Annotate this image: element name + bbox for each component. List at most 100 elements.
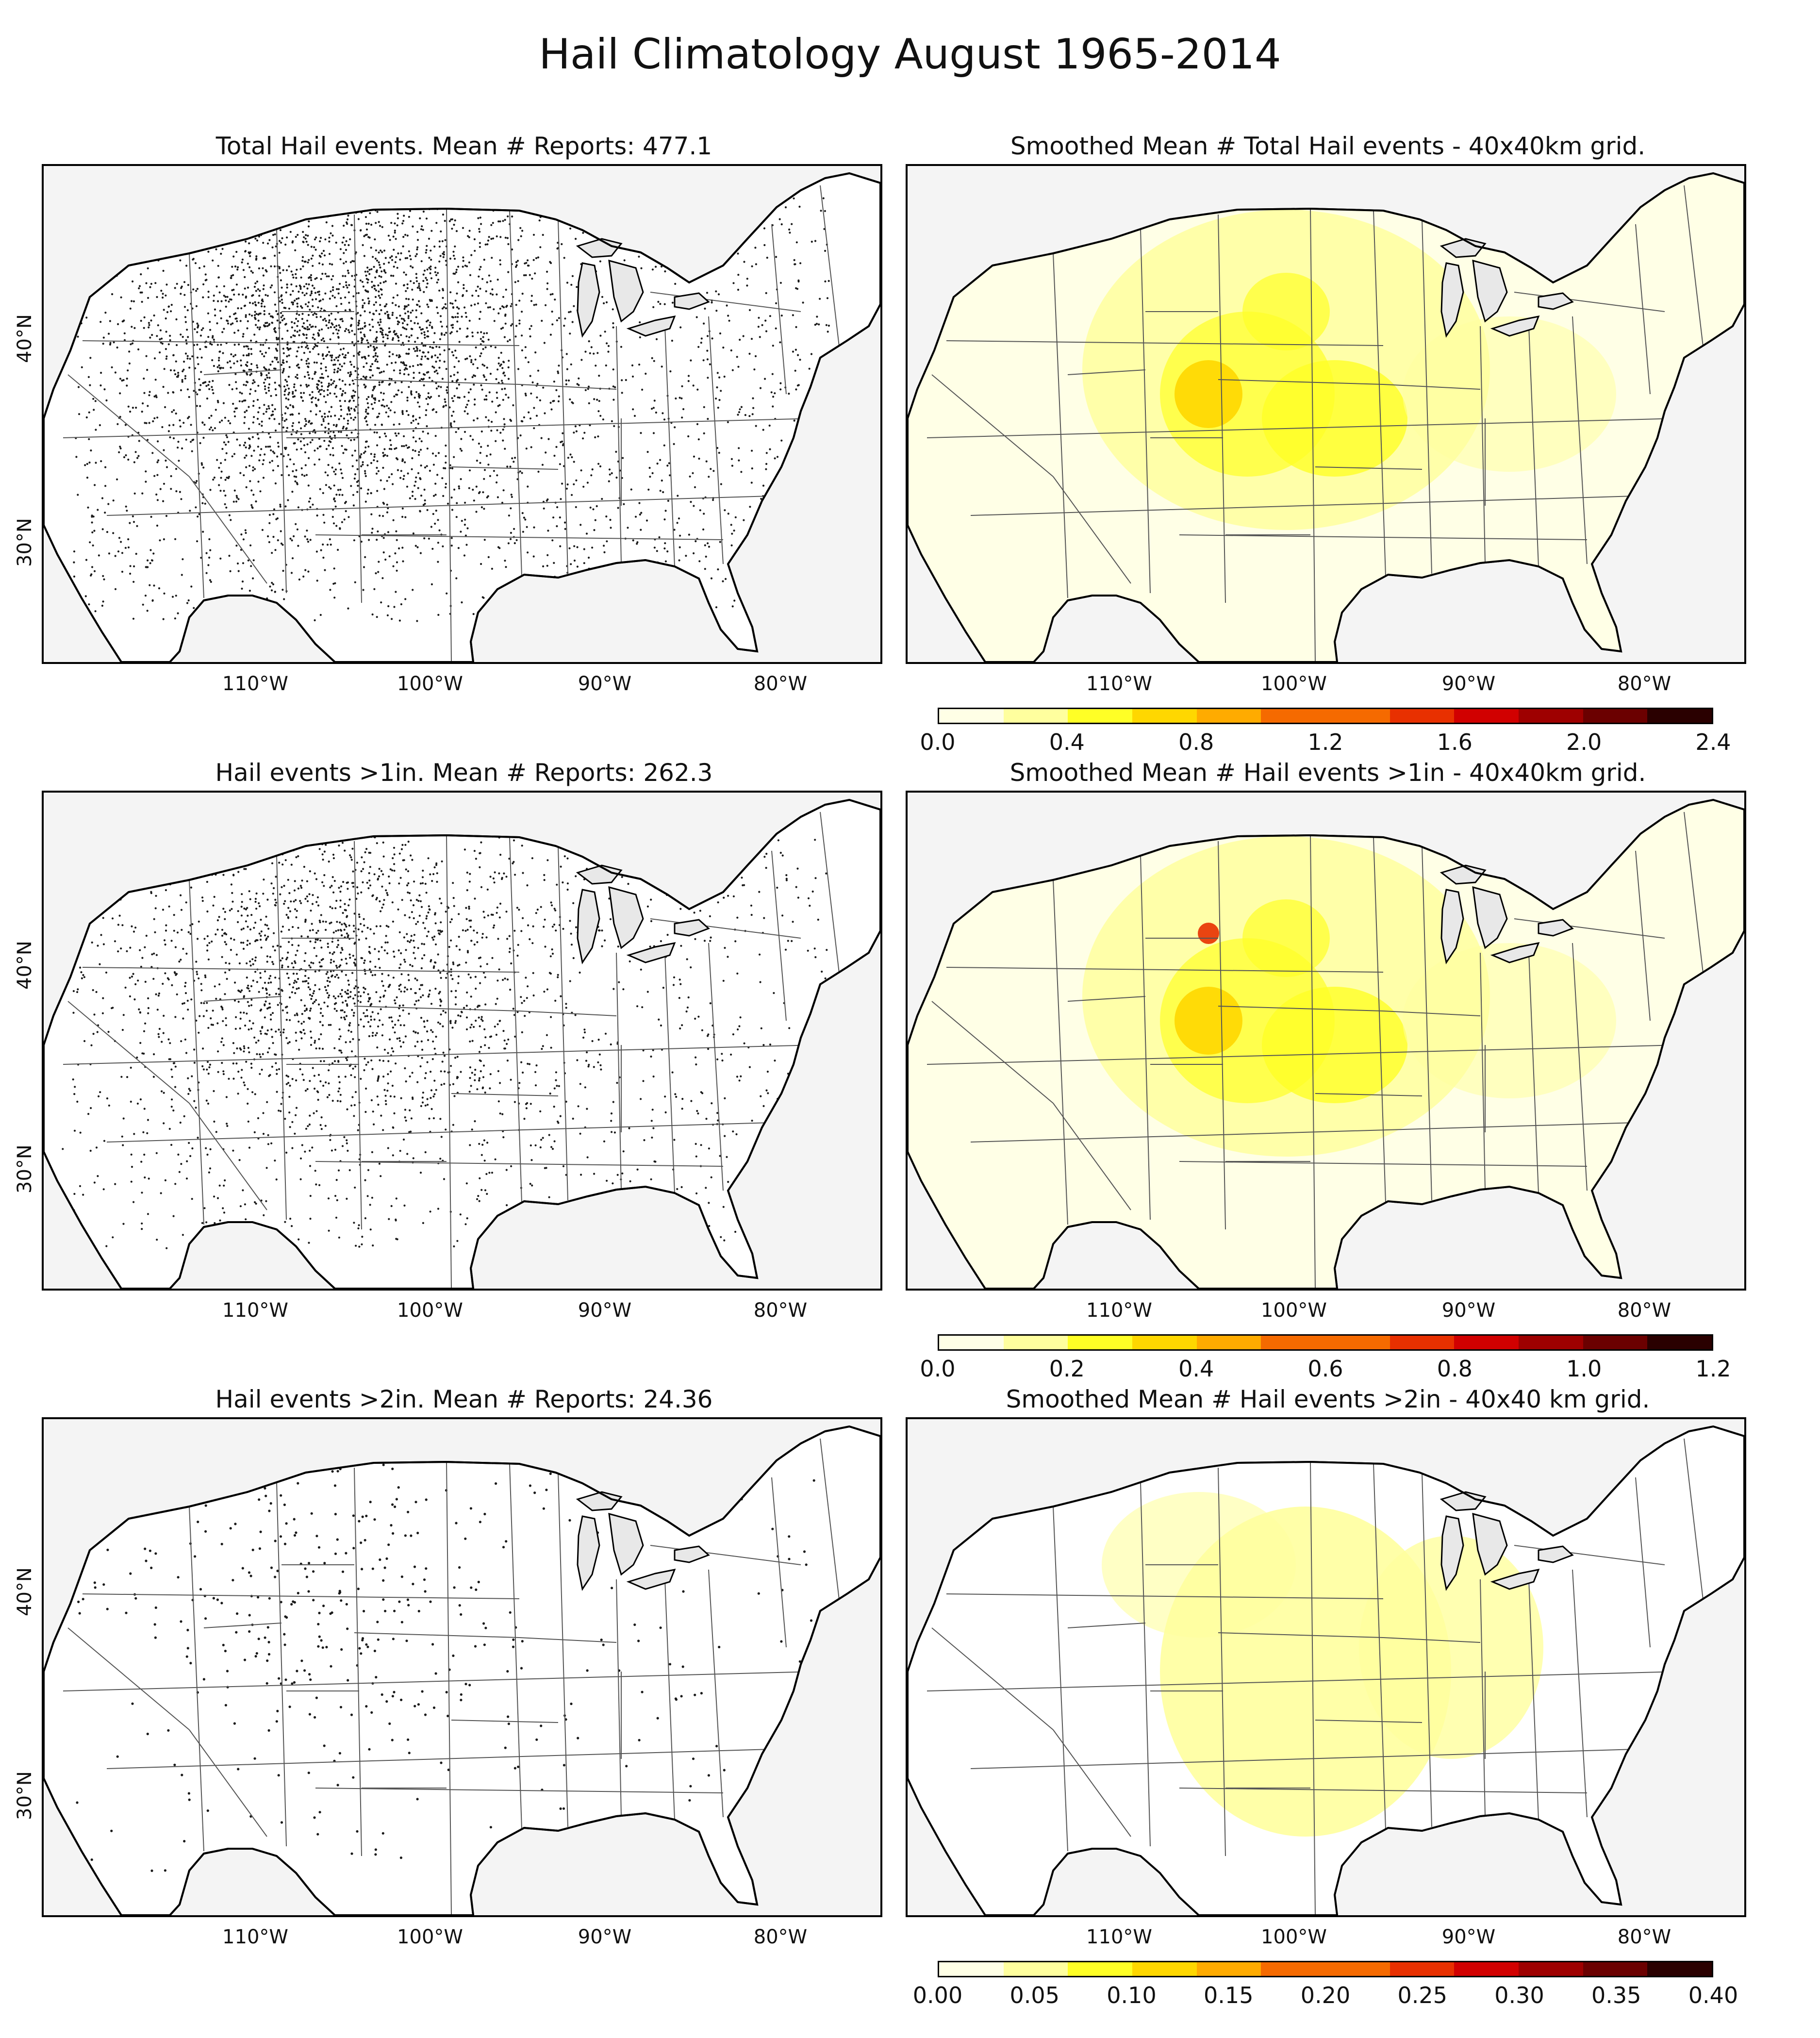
hail-report-dot [464, 378, 467, 381]
hail-report-dot [248, 428, 250, 430]
hail-report-dot [188, 366, 191, 369]
hail-report-dot [365, 274, 367, 277]
hail-report-dot [748, 415, 751, 417]
hail-report-dot [409, 365, 411, 368]
hail-report-dot [239, 391, 241, 394]
hail-report-dot [788, 393, 790, 395]
hail-report-dot [89, 541, 91, 544]
hail-report-dot [224, 503, 226, 505]
hail-report-dot [634, 515, 637, 518]
hail-report-dot [524, 518, 527, 521]
hail-report-dot [149, 584, 151, 586]
hail-report-dot [107, 503, 110, 505]
hail-report-dot [515, 304, 517, 306]
hail-report-dot [242, 354, 245, 357]
hail-report-dot [426, 282, 429, 285]
hail-report-dot [295, 476, 298, 478]
hail-report-dot [731, 532, 733, 535]
density-blob [1403, 316, 1616, 472]
hail-report-dot [376, 460, 379, 463]
hail-report-dot [452, 306, 455, 309]
hail-report-dot [327, 422, 330, 425]
hail-report-dot [597, 463, 600, 465]
hail-report-dot [527, 485, 529, 488]
hail-report-dot [499, 365, 501, 367]
hail-report-dot [406, 283, 409, 285]
hail-report-dot [286, 427, 288, 429]
hail-report-dot [367, 302, 370, 305]
hail-report-dot [382, 537, 385, 539]
hail-report-dot [480, 446, 482, 448]
hail-report-dot [435, 1035, 437, 1038]
hail-report-dot [456, 330, 458, 332]
hail-report-dot [294, 960, 296, 962]
hail-report-dot [549, 333, 552, 336]
hail-report-dot [322, 319, 325, 321]
hail-report-dot [319, 1021, 321, 1023]
hail-report-dot [708, 1225, 711, 1227]
hail-report-dot [357, 352, 360, 354]
hail-report-dot [402, 326, 404, 329]
hail-report-dot [615, 476, 618, 479]
hail-report-dot [375, 472, 378, 475]
hail-report-dot [243, 1045, 245, 1047]
hail-report-dot [479, 355, 481, 357]
hail-report-dot [730, 458, 733, 460]
hail-report-dot [310, 1030, 312, 1033]
hail-report-dot [435, 369, 438, 372]
hail-report-dot [477, 302, 480, 305]
hail-report-dot [480, 1016, 483, 1018]
hail-report-dot [217, 1050, 219, 1053]
hail-report-dot [281, 298, 283, 301]
hail-report-dot [305, 383, 308, 386]
hail-report-dot [334, 582, 336, 584]
hail-report-dot [248, 438, 251, 440]
hail-report-dot [544, 412, 546, 414]
hail-report-dot [429, 272, 431, 275]
hail-report-dot [138, 285, 141, 287]
hail-report-dot [584, 350, 587, 353]
hail-report-dot [373, 348, 376, 350]
hail-report-dot [102, 600, 104, 603]
hail-report-dot [305, 423, 307, 426]
hail-report-dot [267, 1143, 269, 1145]
hail-report-dot [772, 405, 774, 408]
hail-report-dot [152, 552, 155, 555]
hail-report-dot [342, 275, 344, 277]
hail-report-dot [437, 279, 440, 281]
hail-report-dot [282, 352, 285, 354]
hail-report-dot [330, 383, 332, 386]
hail-report-dot [585, 532, 588, 535]
hail-report-dot [588, 402, 590, 404]
hail-report-dot [394, 1024, 397, 1026]
hail-report-dot [301, 318, 304, 320]
hail-report-dot [317, 391, 320, 393]
hail-report-dot [88, 438, 90, 440]
hail-report-dot [435, 411, 438, 414]
hail-report-dot [772, 345, 774, 347]
hail-report-dot [73, 1129, 76, 1132]
hail-report-dot [302, 265, 304, 267]
hail-report-dot [413, 348, 415, 350]
hail-report-dot [153, 395, 156, 398]
hail-report-dot [724, 509, 726, 512]
hail-report-dot [430, 1097, 432, 1099]
hail-report-dot [298, 421, 300, 424]
hail-report-dot [198, 920, 200, 923]
hail-report-dot [171, 596, 174, 598]
hail-report-dot [498, 404, 501, 406]
hail-report-dot [404, 461, 406, 464]
hail-report-dot [527, 924, 529, 927]
hail-report-dot [279, 229, 282, 232]
hail-report-dot [420, 440, 423, 443]
hail-report-dot [242, 269, 245, 271]
hail-report-dot [259, 490, 262, 493]
hail-report-dot [415, 391, 418, 393]
hail-report-dot [311, 391, 314, 393]
hail-report-dot [426, 303, 429, 306]
hail-report-dot [595, 365, 597, 367]
panel-title-total-smoothed: Smoothed Mean # Total Hail events - 40x4… [1010, 132, 1646, 160]
hail-report-dot [303, 444, 306, 447]
hail-report-dot [283, 307, 285, 309]
hail-report-dot [704, 307, 706, 310]
